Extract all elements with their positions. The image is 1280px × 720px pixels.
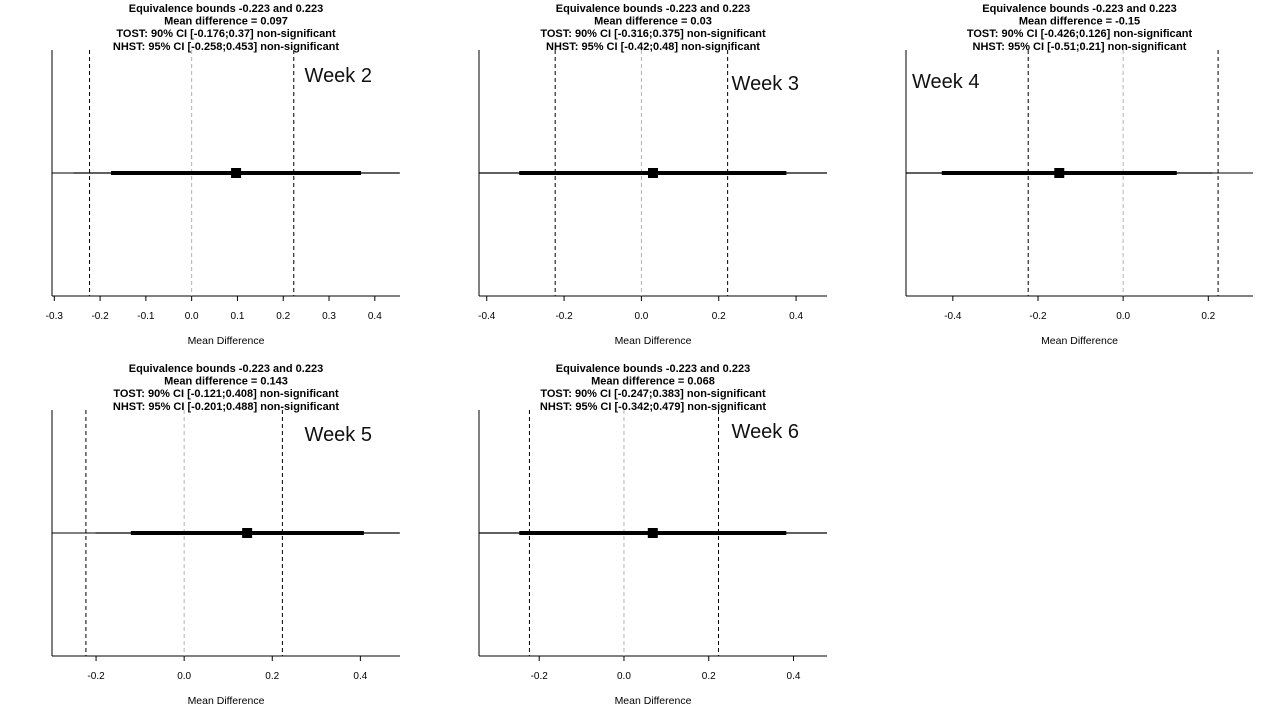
panel-title-line: NHST: 95% CI [-0.342;0.479] non-signific… xyxy=(540,401,766,413)
mean-difference-point xyxy=(1054,168,1065,178)
x-tick-label: -0.1 xyxy=(137,311,155,322)
panel-title-line: Equivalence bounds -0.223 and 0.223 xyxy=(129,3,323,15)
x-tick-label: 0.2 xyxy=(276,311,290,322)
x-tick-label: 0.2 xyxy=(712,311,726,322)
x-tick-label: -0.3 xyxy=(46,311,64,322)
mean-difference-point xyxy=(242,528,253,538)
x-axis-label: Mean Difference xyxy=(1041,335,1118,347)
panel-title-line: TOST: 90% CI [-0.247;0.383] non-signific… xyxy=(540,388,766,400)
panel-title-line: NHST: 95% CI [-0.258;0.453] non-signific… xyxy=(113,41,339,53)
x-tick-label: 0.3 xyxy=(322,311,336,322)
forest-panel-4: Equivalence bounds -0.223 and 0.223Mean … xyxy=(51,363,400,707)
x-tick-label: 0.0 xyxy=(177,671,191,682)
mean-difference-point xyxy=(647,528,658,538)
x-tick-label: 0.4 xyxy=(353,671,367,682)
panel-label: Week 6 xyxy=(732,421,799,443)
x-tick-label: 0.2 xyxy=(265,671,279,682)
forest-panel-1: Equivalence bounds -0.223 and 0.223Mean … xyxy=(46,3,400,347)
x-axis-label: Mean Difference xyxy=(188,695,265,707)
x-tick-label: 0.0 xyxy=(634,311,648,322)
x-tick-label: -0.2 xyxy=(91,311,109,322)
panel-title-line: TOST: 90% CI [-0.426;0.126] non-signific… xyxy=(967,28,1193,40)
x-tick-label: 0.2 xyxy=(702,671,716,682)
panel-title-line: Equivalence bounds -0.223 and 0.223 xyxy=(556,363,750,375)
panel-label: Week 5 xyxy=(305,424,372,446)
x-tick-label: 0.4 xyxy=(368,311,382,322)
panel-title-line: Mean difference = 0.097 xyxy=(164,16,288,28)
panel-label: Week 2 xyxy=(305,65,372,87)
panel-title-line: TOST: 90% CI [-0.121;0.408] non-signific… xyxy=(113,388,339,400)
x-tick-label: -0.2 xyxy=(87,671,105,682)
x-axis-label: Mean Difference xyxy=(188,335,265,347)
x-tick-label: -0.4 xyxy=(944,311,962,322)
x-tick-label: 0.4 xyxy=(787,671,801,682)
x-tick-label: 0.4 xyxy=(789,311,803,322)
x-tick-label: 0.2 xyxy=(1201,311,1215,322)
panel-title-line: NHST: 95% CI [-0.42;0.48] non-significan… xyxy=(546,41,760,53)
forest-panel-2: Equivalence bounds -0.223 and 0.223Mean … xyxy=(478,3,827,347)
panel-title-line: Mean difference = 0.068 xyxy=(591,376,715,388)
mean-difference-point xyxy=(648,168,658,178)
x-tick-label: 0.1 xyxy=(230,311,244,322)
panel-title-line: Equivalence bounds -0.223 and 0.223 xyxy=(129,363,323,375)
panel-title-line: Equivalence bounds -0.223 and 0.223 xyxy=(982,3,1176,15)
panel-title-line: Mean difference = 0.03 xyxy=(594,16,712,28)
x-tick-label: 0.0 xyxy=(185,311,199,322)
panel-title-line: TOST: 90% CI [-0.176;0.37] non-significa… xyxy=(116,28,336,40)
x-tick-label: -0.2 xyxy=(1029,311,1047,322)
panel-title-line: Mean difference = -0.15 xyxy=(1019,16,1140,28)
panel-title-line: TOST: 90% CI [-0.316;0.375] non-signific… xyxy=(540,28,766,40)
panel-label: Week 3 xyxy=(732,73,799,95)
forest-panel-5: Equivalence bounds -0.223 and 0.223Mean … xyxy=(478,363,827,707)
x-tick-label: -0.2 xyxy=(531,671,549,682)
panel-label: Week 4 xyxy=(912,71,979,93)
x-tick-label: 0.0 xyxy=(1116,311,1130,322)
panel-title-line: NHST: 95% CI [-0.51;0.21] non-significan… xyxy=(973,41,1187,53)
mean-difference-point xyxy=(231,168,242,178)
x-tick-label: 0.0 xyxy=(617,671,631,682)
panel-title-line: Equivalence bounds -0.223 and 0.223 xyxy=(556,3,750,15)
x-axis-label: Mean Difference xyxy=(615,695,692,707)
x-tick-label: -0.4 xyxy=(478,311,496,322)
x-tick-label: -0.2 xyxy=(555,311,573,322)
panel-title-line: Mean difference = 0.143 xyxy=(164,376,288,388)
panel-title-line: NHST: 95% CI [-0.201;0.488] non-signific… xyxy=(113,401,339,413)
forest-panel-3: Equivalence bounds -0.223 and 0.223Mean … xyxy=(905,3,1253,347)
x-axis-label: Mean Difference xyxy=(615,335,692,347)
